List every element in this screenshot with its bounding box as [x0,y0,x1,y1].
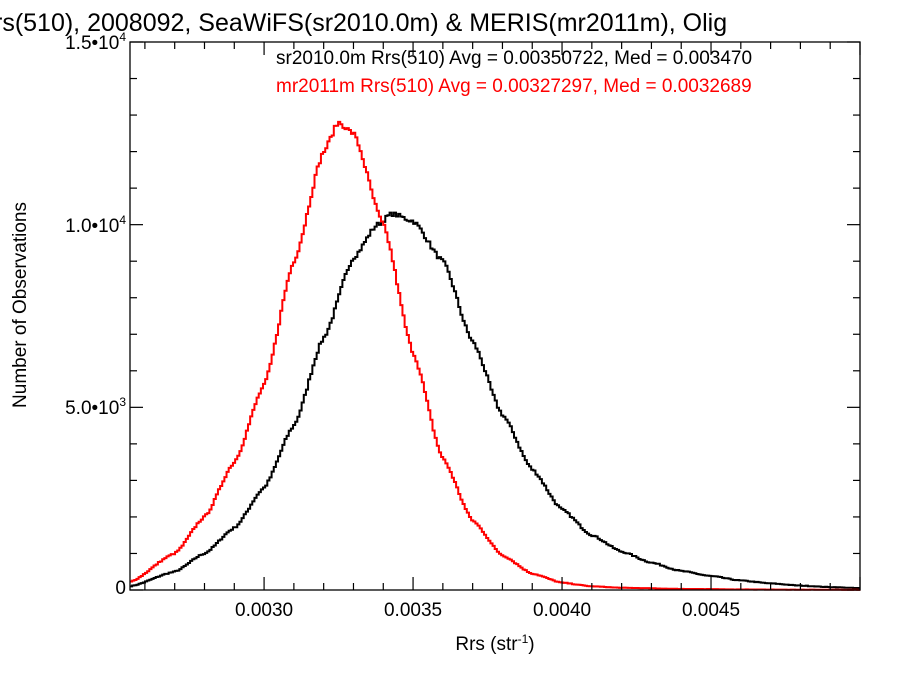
series-line-mr2011m [130,120,861,591]
y-tick-exponent: 3 [119,395,126,410]
y-tick-label: 5.0•103 [54,395,126,420]
y-tick-exponent: 4 [119,30,126,44]
y-tick-mantissa: 1.5•10 [65,33,120,54]
x-axis-label-text: Rrs (str [455,634,518,655]
series-line-sr2010.0m [130,211,861,590]
x-tick-label: 0.0045 [681,600,741,621]
x-axis-label-exponent: -1 [517,632,529,646]
y-tick-label: 1.0•104 [54,213,126,238]
annotation-mr2011: mr2011m Rrs(510) Avg = 0.00327297, Med =… [276,76,752,97]
x-tick-label: 0.0040 [532,600,592,621]
annotation-sr2010: sr2010.0m Rrs(510) Avg = 0.00350722, Med… [276,48,753,69]
chart-title: rs(510), 2008092, SeaWiFS(sr2010.0m) & M… [0,6,900,40]
y-tick-label: 0 [54,578,126,600]
y-tick-mantissa: 1.0•10 [65,215,120,237]
chart-title-text: rs(510), 2008092, SeaWiFS(sr2010.0m) & M… [0,9,728,37]
y-tick-exponent: 4 [119,212,126,227]
x-tick-label: 0.0030 [235,600,294,621]
y-tick-label: 1.5•104 [54,30,126,55]
x-axis-label-suffix: ) [528,634,535,655]
plot-frame [129,41,861,591]
y-tick-mantissa: 5.0•10 [65,398,120,420]
y-tick-mantissa: 0 [115,578,126,599]
y-axis-label: Number of Observations [10,202,31,408]
x-axis-label: Rrs (str-1) [390,632,600,656]
x-tick-label: 0.0035 [383,600,443,621]
